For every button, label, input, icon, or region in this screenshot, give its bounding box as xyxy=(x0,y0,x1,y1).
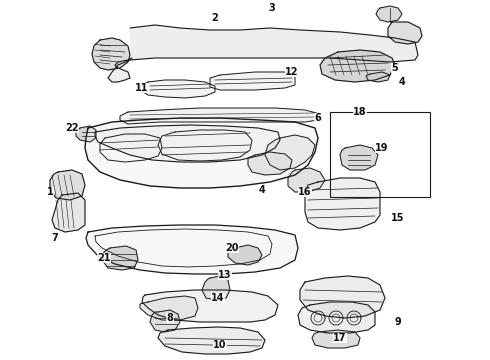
Polygon shape xyxy=(265,135,315,170)
Polygon shape xyxy=(210,72,295,90)
Text: 16: 16 xyxy=(298,187,312,197)
Text: 5: 5 xyxy=(392,63,398,73)
Polygon shape xyxy=(288,168,325,192)
Polygon shape xyxy=(300,276,385,318)
Polygon shape xyxy=(95,125,280,162)
Polygon shape xyxy=(120,108,320,124)
Polygon shape xyxy=(340,145,378,170)
Text: 18: 18 xyxy=(353,107,367,117)
Text: 4: 4 xyxy=(399,77,405,87)
Polygon shape xyxy=(305,178,380,230)
Polygon shape xyxy=(108,25,418,82)
Polygon shape xyxy=(202,276,230,300)
Polygon shape xyxy=(140,80,215,98)
Text: 20: 20 xyxy=(225,243,239,253)
Polygon shape xyxy=(140,296,198,320)
Text: 3: 3 xyxy=(269,3,275,13)
Polygon shape xyxy=(52,193,85,232)
Text: 2: 2 xyxy=(212,13,219,23)
Bar xyxy=(330,112,430,197)
Text: 13: 13 xyxy=(218,270,232,280)
Text: 21: 21 xyxy=(97,253,111,263)
Polygon shape xyxy=(76,126,96,142)
Polygon shape xyxy=(312,330,360,348)
Text: 6: 6 xyxy=(315,113,321,123)
Polygon shape xyxy=(85,118,318,188)
Polygon shape xyxy=(320,50,395,82)
Polygon shape xyxy=(50,170,85,200)
Text: 8: 8 xyxy=(167,313,173,323)
Text: 10: 10 xyxy=(213,340,227,350)
Polygon shape xyxy=(376,6,402,22)
Text: 22: 22 xyxy=(65,123,79,133)
Polygon shape xyxy=(86,225,298,274)
Text: 15: 15 xyxy=(391,213,405,223)
Polygon shape xyxy=(388,22,422,44)
Text: 17: 17 xyxy=(333,333,347,343)
Polygon shape xyxy=(298,302,375,333)
Text: 4: 4 xyxy=(259,185,266,195)
Text: 19: 19 xyxy=(375,143,389,153)
Text: 14: 14 xyxy=(211,293,225,303)
Text: 9: 9 xyxy=(394,317,401,327)
Polygon shape xyxy=(92,38,130,70)
Polygon shape xyxy=(158,327,265,354)
Text: 1: 1 xyxy=(47,187,53,197)
Polygon shape xyxy=(248,152,292,175)
Polygon shape xyxy=(150,310,180,332)
Polygon shape xyxy=(142,290,278,322)
Polygon shape xyxy=(102,246,138,270)
Text: 12: 12 xyxy=(285,67,299,77)
Polygon shape xyxy=(366,72,390,82)
Polygon shape xyxy=(228,245,262,265)
Text: 7: 7 xyxy=(51,233,58,243)
Text: 11: 11 xyxy=(135,83,149,93)
